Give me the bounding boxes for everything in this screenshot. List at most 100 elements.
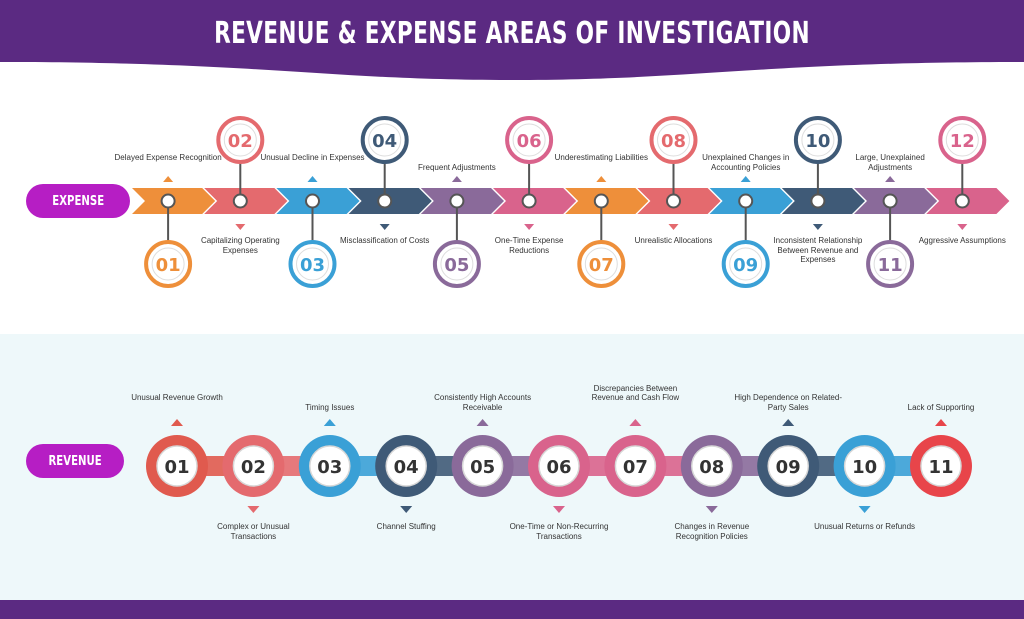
revenue-marker-10 xyxy=(858,506,871,513)
expense-pill: EXPENSE xyxy=(26,184,130,218)
expense-node-04 xyxy=(377,193,393,209)
revenue-label-05: Consistently High Accounts Receivable xyxy=(434,393,532,412)
revenue-label-04: Channel Stuffing xyxy=(376,522,436,531)
expense-label-01: Delayed Expense Recognition xyxy=(114,153,222,162)
expense-step-07: 07 xyxy=(565,176,649,288)
expense-badge-ring-10 xyxy=(801,123,835,157)
revenue-number-06: 06 xyxy=(546,457,571,478)
expense-marker-08 xyxy=(668,224,679,230)
expense-badge-ring-03 xyxy=(296,247,329,281)
expense-step-12: 12 xyxy=(926,116,1010,230)
expense-node-06 xyxy=(521,193,537,209)
expense-badge-number-11: 11 xyxy=(878,255,903,276)
revenue-label-10: Unusual Returns or Refunds xyxy=(814,522,916,531)
expense-label-04: Misclassification of Costs xyxy=(340,236,430,245)
expense-label-05: Frequent Adjustments xyxy=(417,162,496,172)
revenue-label-07: Discrepancies Between Revenue and Cash F… xyxy=(591,383,680,403)
expense-marker-12 xyxy=(957,224,968,230)
revenue-label-11: Lack of Supporting xyxy=(907,402,975,412)
revenue-inner-04 xyxy=(385,445,427,487)
revenue-marker-11 xyxy=(935,419,947,426)
expense-marker-02 xyxy=(235,224,246,230)
revenue-timeline: 01 02 03 04 05 06 07 08 09 10 11 xyxy=(146,419,972,513)
expense-node-05 xyxy=(449,193,465,209)
revenue-inner-09 xyxy=(767,445,809,487)
expense-badge-ring-01 xyxy=(151,247,185,281)
revenue-step-03: 03 xyxy=(298,419,361,497)
expense-step-09: 09 xyxy=(709,176,793,288)
revenue-marker-04 xyxy=(400,506,413,513)
expense-badge-number-08: 08 xyxy=(661,131,686,152)
expense-badge-ring-08 xyxy=(657,123,690,157)
revenue-number-02: 02 xyxy=(241,457,266,478)
expense-badge-number-12: 12 xyxy=(950,131,975,152)
expense-step-01: 01 xyxy=(132,176,216,288)
expense-node-11 xyxy=(882,193,898,209)
expense-badge-ring-11 xyxy=(873,247,907,281)
expense-step-08: 08 xyxy=(637,116,721,230)
revenue-inner-07 xyxy=(614,445,657,487)
expense-badge-number-06: 06 xyxy=(517,131,542,152)
revenue-number-05: 05 xyxy=(470,457,495,478)
revenue-number-03: 03 xyxy=(317,457,342,478)
expense-step-04: 04 xyxy=(348,116,432,230)
revenue-step-11: 11 xyxy=(910,419,972,497)
revenue-step-06: 06 xyxy=(528,435,590,513)
expense-marker-06 xyxy=(524,224,535,230)
revenue-label-02: Complex or Unusual Transactions xyxy=(217,522,290,541)
revenue-step-08: 08 xyxy=(680,435,743,513)
revenue-marker-08 xyxy=(705,506,718,513)
expense-badge-ring-09 xyxy=(729,247,763,281)
revenue-pill-label: REVENUE xyxy=(48,453,102,469)
expense-label-12: Aggressive Assumptions xyxy=(918,236,1006,245)
revenue-label-03: Timing Issues xyxy=(305,402,355,412)
expense-node-02 xyxy=(232,193,248,209)
revenue-marker-01 xyxy=(171,419,183,426)
expense-label-03: Unusual Decline in Expenses xyxy=(260,153,365,162)
expense-label-08: Unrealistic Allocations xyxy=(634,236,713,245)
expense-marker-09 xyxy=(740,176,751,182)
revenue-step-04: 04 xyxy=(375,435,438,513)
expense-marker-03 xyxy=(307,176,318,182)
expense-badge-number-03: 03 xyxy=(300,255,325,276)
revenue-step-02: 02 xyxy=(222,435,285,513)
revenue-inner-03 xyxy=(309,445,351,487)
revenue-number-10: 10 xyxy=(852,457,877,478)
revenue-number-04: 04 xyxy=(394,457,419,478)
revenue-number-08: 08 xyxy=(699,457,724,478)
expense-marker-11 xyxy=(885,176,896,182)
expense-badge-ring-12 xyxy=(945,123,979,157)
expense-badge-number-05: 05 xyxy=(444,255,469,276)
expense-label-10: Inconsistent Relationship Between Revenu… xyxy=(773,236,863,264)
revenue-label-06: One-Time or Non-Recurring Transactions xyxy=(509,522,609,541)
expense-node-01 xyxy=(160,193,176,209)
revenue-number-07: 07 xyxy=(623,457,648,478)
revenue-inner-06 xyxy=(538,445,580,487)
expense-marker-01 xyxy=(163,176,174,182)
expense-step-06: 06 xyxy=(493,116,577,230)
expense-badge-ring-06 xyxy=(512,123,546,157)
revenue-inner-01 xyxy=(156,445,198,487)
revenue-step-09: 09 xyxy=(757,419,820,497)
revenue-step-05: 05 xyxy=(451,419,514,497)
header-banner: REVENUE & EXPENSE AREAS OF INVESTIGATION xyxy=(0,0,1024,82)
revenue-number-11: 11 xyxy=(928,457,953,478)
expense-step-11: 11 xyxy=(854,176,938,288)
expense-node-08 xyxy=(666,193,681,209)
revenue-marker-05 xyxy=(476,419,489,426)
expense-badge-number-02: 02 xyxy=(228,131,253,152)
expense-marker-05 xyxy=(451,176,462,182)
revenue-step-01: 01 xyxy=(146,419,208,497)
revenue-pill: REVENUE xyxy=(26,444,124,478)
expense-node-07 xyxy=(593,193,609,209)
expense-step-05: 05 xyxy=(420,176,504,288)
expense-node-03 xyxy=(305,193,320,209)
revenue-inner-10 xyxy=(843,445,886,487)
revenue-inner-08 xyxy=(691,445,733,487)
revenue-label-09: High Dependence on Related-Party Sales xyxy=(734,393,842,412)
expense-label-09: Unexplained Changes in Accounting Polici… xyxy=(702,153,790,172)
revenue-marker-07 xyxy=(629,419,642,426)
expense-badge-ring-07 xyxy=(584,247,618,281)
revenue-label-08: Changes in Revenue Recognition Policies xyxy=(674,522,750,541)
expense-badge-ring-05 xyxy=(440,247,474,281)
